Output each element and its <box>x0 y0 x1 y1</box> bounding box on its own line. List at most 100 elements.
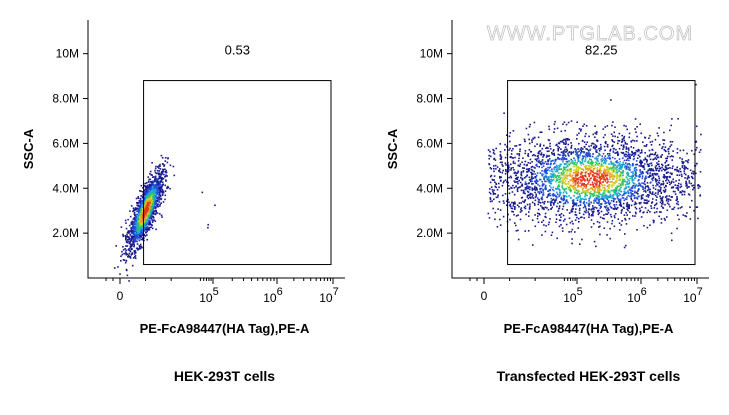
event-dot <box>599 207 602 209</box>
event-dot <box>528 142 531 145</box>
event-dot <box>557 210 559 212</box>
event-dot <box>606 202 608 204</box>
event-dot <box>148 202 151 204</box>
event-dot <box>542 193 544 196</box>
event-dot <box>644 189 646 192</box>
event-dot <box>152 201 154 203</box>
event-dot <box>604 126 606 128</box>
event-dot <box>660 155 662 158</box>
event-dot <box>589 183 592 186</box>
event-dot <box>597 199 600 201</box>
event-dot <box>652 170 655 172</box>
event-dot <box>132 230 134 232</box>
event-dot <box>544 187 547 189</box>
event-dot <box>694 141 697 143</box>
event-dot <box>677 188 679 190</box>
event-dot <box>136 236 138 238</box>
event-dot <box>616 186 619 188</box>
event-dot <box>584 160 586 163</box>
event-dot <box>582 169 585 172</box>
event-dot <box>635 169 638 171</box>
event-dot <box>651 173 654 176</box>
event-dot <box>579 201 582 204</box>
event-dot <box>648 163 651 165</box>
event-dot <box>133 211 136 214</box>
event-dot <box>619 164 621 167</box>
event-dot <box>637 190 639 192</box>
event-dot <box>669 145 671 148</box>
event-dot <box>153 213 155 215</box>
event-dot <box>565 223 568 226</box>
event-dot <box>524 199 527 201</box>
event-dot <box>160 184 162 186</box>
event-dot <box>133 245 135 248</box>
event-dot <box>692 173 695 175</box>
event-dot <box>136 201 138 204</box>
event-dot <box>650 168 652 170</box>
event-dot <box>530 178 533 181</box>
event-dot <box>150 199 152 202</box>
event-dot <box>139 237 141 239</box>
event-dot <box>531 139 533 141</box>
event-dot <box>580 128 582 131</box>
event-dot <box>512 211 514 213</box>
event-dot <box>581 188 584 191</box>
event-dot <box>529 186 532 189</box>
event-dot <box>596 170 599 172</box>
event-dot <box>549 142 551 145</box>
event-dot <box>677 207 680 210</box>
event-dot <box>695 149 697 151</box>
event-dot <box>132 225 134 227</box>
event-dot <box>536 158 538 160</box>
event-dot <box>546 146 548 149</box>
event-dot <box>681 175 683 178</box>
event-dot <box>490 168 493 170</box>
event-dot <box>152 205 154 207</box>
event-dot <box>579 204 582 206</box>
event-dot <box>164 168 166 170</box>
event-dot <box>546 196 548 199</box>
event-dot <box>134 225 137 228</box>
event-dot <box>618 189 620 191</box>
event-dot <box>580 171 583 173</box>
event-dot <box>134 230 136 232</box>
event-dot <box>621 140 624 143</box>
event-dot <box>158 170 161 172</box>
event-dot <box>614 126 616 128</box>
event-dot <box>669 183 671 186</box>
event-dot <box>147 180 150 183</box>
event-dot <box>631 177 633 179</box>
event-dot <box>531 201 534 204</box>
event-dot <box>656 196 658 198</box>
event-dot <box>154 206 157 209</box>
event-dot <box>586 177 589 180</box>
event-dot <box>134 234 137 237</box>
event-dot <box>556 170 559 173</box>
event-dot <box>597 195 599 197</box>
event-dot <box>653 153 655 156</box>
event-dot <box>588 165 591 167</box>
event-dot <box>553 152 555 155</box>
event-dot <box>522 170 525 172</box>
event-dot <box>515 177 518 180</box>
event-dot <box>590 190 592 193</box>
event-dot <box>619 193 621 196</box>
event-dot <box>575 168 578 171</box>
event-dot <box>561 230 564 232</box>
event-dot <box>125 235 127 238</box>
event-dot <box>631 180 633 182</box>
event-dot <box>625 159 628 161</box>
event-dot <box>156 212 159 214</box>
event-dot <box>676 152 679 154</box>
event-dot <box>149 178 152 181</box>
event-dot <box>533 202 536 205</box>
event-dot <box>586 179 589 182</box>
event-dot <box>598 184 601 186</box>
event-dot <box>571 179 573 181</box>
event-dot <box>635 196 638 199</box>
event-dot <box>165 169 167 172</box>
event-dot <box>607 186 610 188</box>
event-dot <box>147 211 149 214</box>
event-dot <box>615 193 617 196</box>
